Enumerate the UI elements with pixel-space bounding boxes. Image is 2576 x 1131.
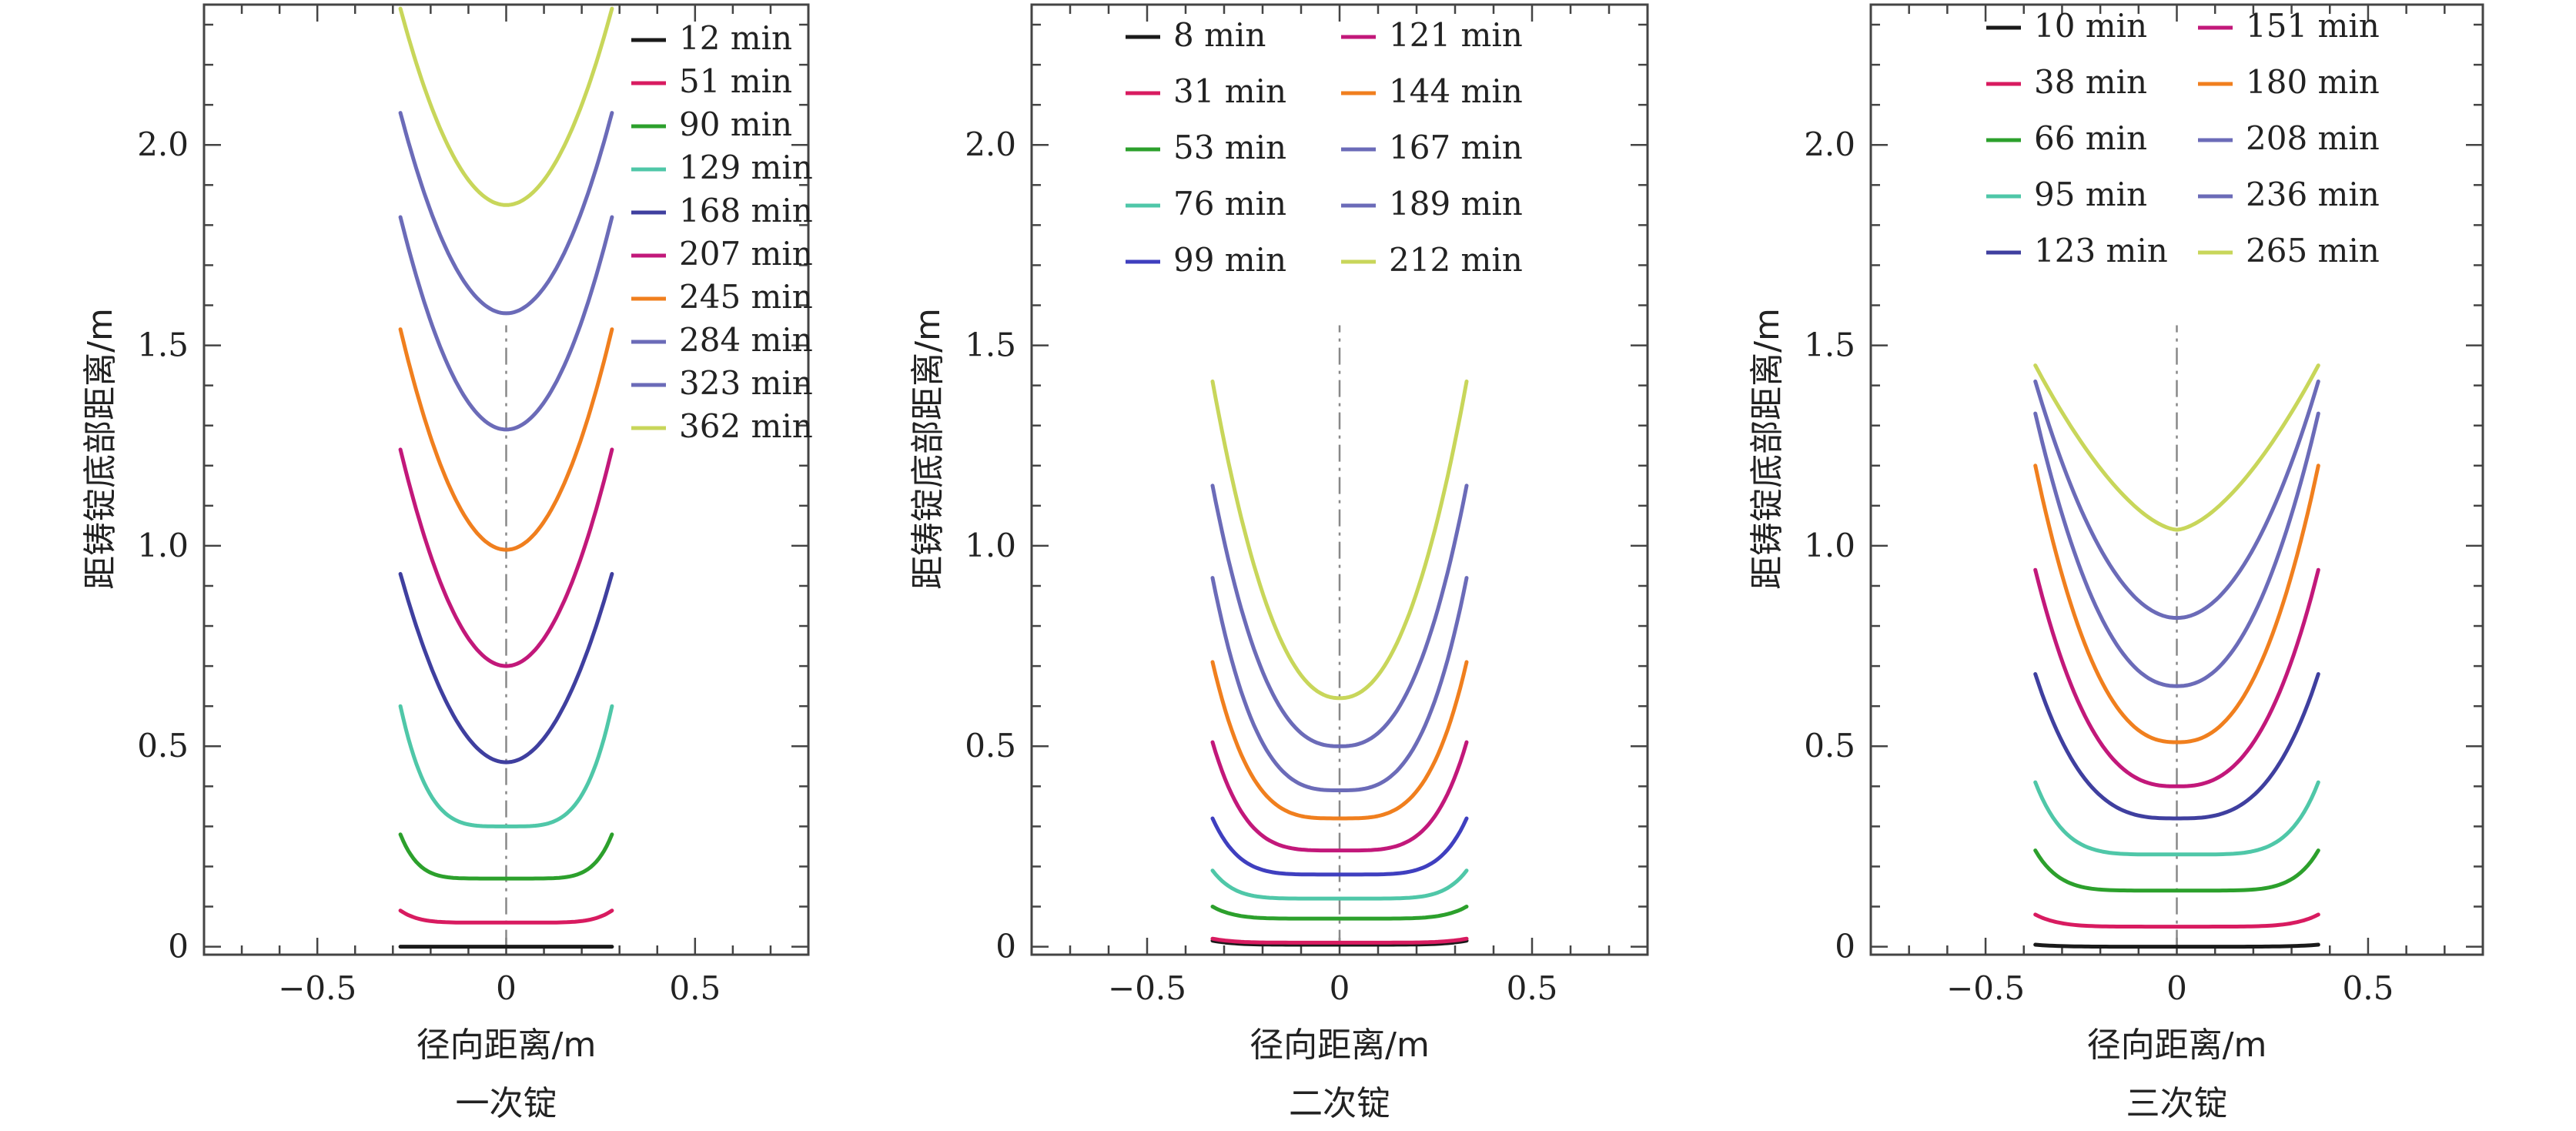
y-tick-label: 0.5: [1804, 727, 1855, 765]
legend-entry: 189 min: [1389, 185, 1523, 223]
legend-entry: 12 min: [679, 19, 792, 57]
y-axis-label: 距铸锭底部距离/m: [81, 308, 120, 590]
series-line-167-min: [1210, 576, 1469, 792]
y-axis-label: 距铸锭底部距离/m: [908, 308, 948, 590]
series-line-95-min: [2033, 780, 2320, 857]
x-tick-label: −0.5: [1108, 969, 1186, 1007]
legend-entry: 144 min: [1389, 72, 1523, 110]
legend-entry: 66 min: [2034, 119, 2147, 157]
series-line-189-min: [1210, 484, 1469, 748]
y-tick-label: 2.0: [965, 125, 1016, 163]
legend-entry: 208 min: [2246, 119, 2380, 157]
series-line-90-min: [398, 832, 614, 881]
legend-entry: 95 min: [2034, 176, 2147, 213]
legend-entry: 362 min: [679, 407, 813, 445]
series-line-245-min: [398, 327, 614, 552]
legend-entry: 180 min: [2246, 63, 2380, 101]
legend: 12 min 51 min 90 min 129 min 168 min 207 min 2…: [631, 19, 813, 445]
y-tick-label: 0: [1835, 928, 1855, 965]
chart-panel-1: −0.5 0 0.5 0 0.5 1.0 1.5 2.0 径向距离/m 一次锭 距铸锭底部距离/m 1…: [81, 3, 813, 1123]
series-line-123-min: [2033, 672, 2320, 821]
legend-entry: 245 min: [679, 278, 813, 316]
x-tick-label: −0.5: [1946, 969, 2025, 1007]
y-tick-label: 1.5: [1804, 326, 1855, 364]
series-line-8-min: [1210, 939, 1469, 947]
chart-panel-2: −0.5 0 0.5 0 0.5 1.0 1.5 2.0 径向距离/m 二次锭 距铸锭底部距离/m 8…: [908, 3, 1649, 1123]
y-tick-label: 1.0: [965, 527, 1016, 564]
series-line-76-min: [1210, 868, 1469, 901]
legend-entry: 99 min: [1173, 241, 1286, 279]
legend-entry: 129 min: [679, 149, 813, 186]
y-tick-label: 0: [995, 928, 1016, 965]
x-axis-label: 径向距离/m: [1250, 1026, 1430, 1065]
legend-entry: 167 min: [1389, 129, 1523, 166]
series-line-10-min: [2033, 942, 2320, 949]
series-line-66-min: [2033, 848, 2320, 893]
series-line-129-min: [398, 704, 614, 828]
y-tick-label: 1.5: [965, 326, 1016, 364]
series-line-144-min: [1210, 660, 1469, 821]
series-line-208-min: [2033, 411, 2320, 688]
legend-entry: 265 min: [2246, 232, 2380, 269]
legend-entry: 168 min: [679, 192, 813, 229]
x-tick-label: 0.5: [669, 969, 721, 1007]
panel-caption: 一次锭: [456, 1084, 557, 1123]
series-line-151-min: [2033, 567, 2320, 788]
legend-entry: 10 min: [2034, 7, 2147, 45]
x-tick-label: 0.5: [2343, 969, 2394, 1007]
series-line-207-min: [398, 447, 614, 668]
legend-entry: 53 min: [1173, 129, 1286, 166]
series-line-121-min: [1210, 740, 1469, 853]
legend-entry: 207 min: [679, 235, 813, 273]
legend-entry: 76 min: [1173, 185, 1286, 223]
series-line-51-min: [398, 908, 614, 925]
legend-entry: 8 min: [1173, 16, 1266, 54]
y-tick-label: 2.0: [1804, 125, 1855, 163]
series-line-362-min: [398, 6, 614, 207]
x-tick-label: −0.5: [278, 969, 356, 1007]
legend-entry: 212 min: [1389, 241, 1523, 279]
series-line-99-min: [1210, 816, 1469, 877]
x-tick-label: 0: [2166, 969, 2187, 1007]
y-tick-label: 0.5: [965, 727, 1016, 765]
series-line-323-min: [398, 111, 614, 316]
panel-caption: 三次锭: [2126, 1084, 2228, 1123]
series-line-53-min: [1210, 905, 1469, 921]
series-line-31-min: [1210, 936, 1469, 945]
legend-entry: 123 min: [2034, 232, 2168, 269]
legend-entry: 151 min: [2246, 7, 2380, 45]
panel-caption: 二次锭: [1289, 1084, 1390, 1123]
x-tick-label: 0: [496, 969, 517, 1007]
y-tick-label: 2.0: [137, 125, 189, 163]
x-tick-label: 0.5: [1507, 969, 1558, 1007]
legend: 10 min 38 min 66 min 95 min 123 min 151 min 18…: [1986, 7, 2380, 269]
y-tick-label: 1.0: [137, 527, 189, 564]
legend-entry: 51 min: [679, 62, 792, 100]
series-line-236-min: [2033, 379, 2320, 621]
x-axis-label: 径向距离/m: [2087, 1026, 2267, 1065]
y-axis-label: 距铸锭底部距离/m: [1748, 308, 1787, 590]
legend-entry: 236 min: [2246, 176, 2380, 213]
legend-entry: 284 min: [679, 321, 813, 359]
series-line-212-min: [1210, 379, 1469, 701]
y-tick-label: 0.5: [137, 727, 189, 765]
series-line-168-min: [398, 571, 614, 765]
series-line-38-min: [2033, 912, 2320, 929]
y-tick-label: 0: [168, 928, 189, 965]
chart-panel-3: −0.5 0 0.5 0 0.5 1.0 1.5 2.0 径向距离/m 三次锭 距铸锭底部距离/m 1…: [1748, 3, 2484, 1123]
legend-entry: 323 min: [679, 364, 813, 402]
y-tick-label: 1.0: [1804, 527, 1855, 564]
series-line-265-min: [2033, 363, 2320, 532]
y-tick-label: 1.5: [137, 326, 189, 364]
legend-entry: 121 min: [1389, 16, 1523, 54]
x-axis-label: 径向距离/m: [417, 1026, 597, 1065]
legend-entry: 31 min: [1173, 72, 1286, 110]
legend-entry: 90 min: [679, 105, 792, 143]
x-tick-label: 0: [1330, 969, 1350, 1007]
series-line-284-min: [398, 215, 614, 432]
legend-entry: 38 min: [2034, 63, 2147, 101]
legend: 8 min 31 min 53 min 76 min 99 min 121 min 144 …: [1126, 16, 1523, 279]
series-line-180-min: [2033, 463, 2320, 745]
